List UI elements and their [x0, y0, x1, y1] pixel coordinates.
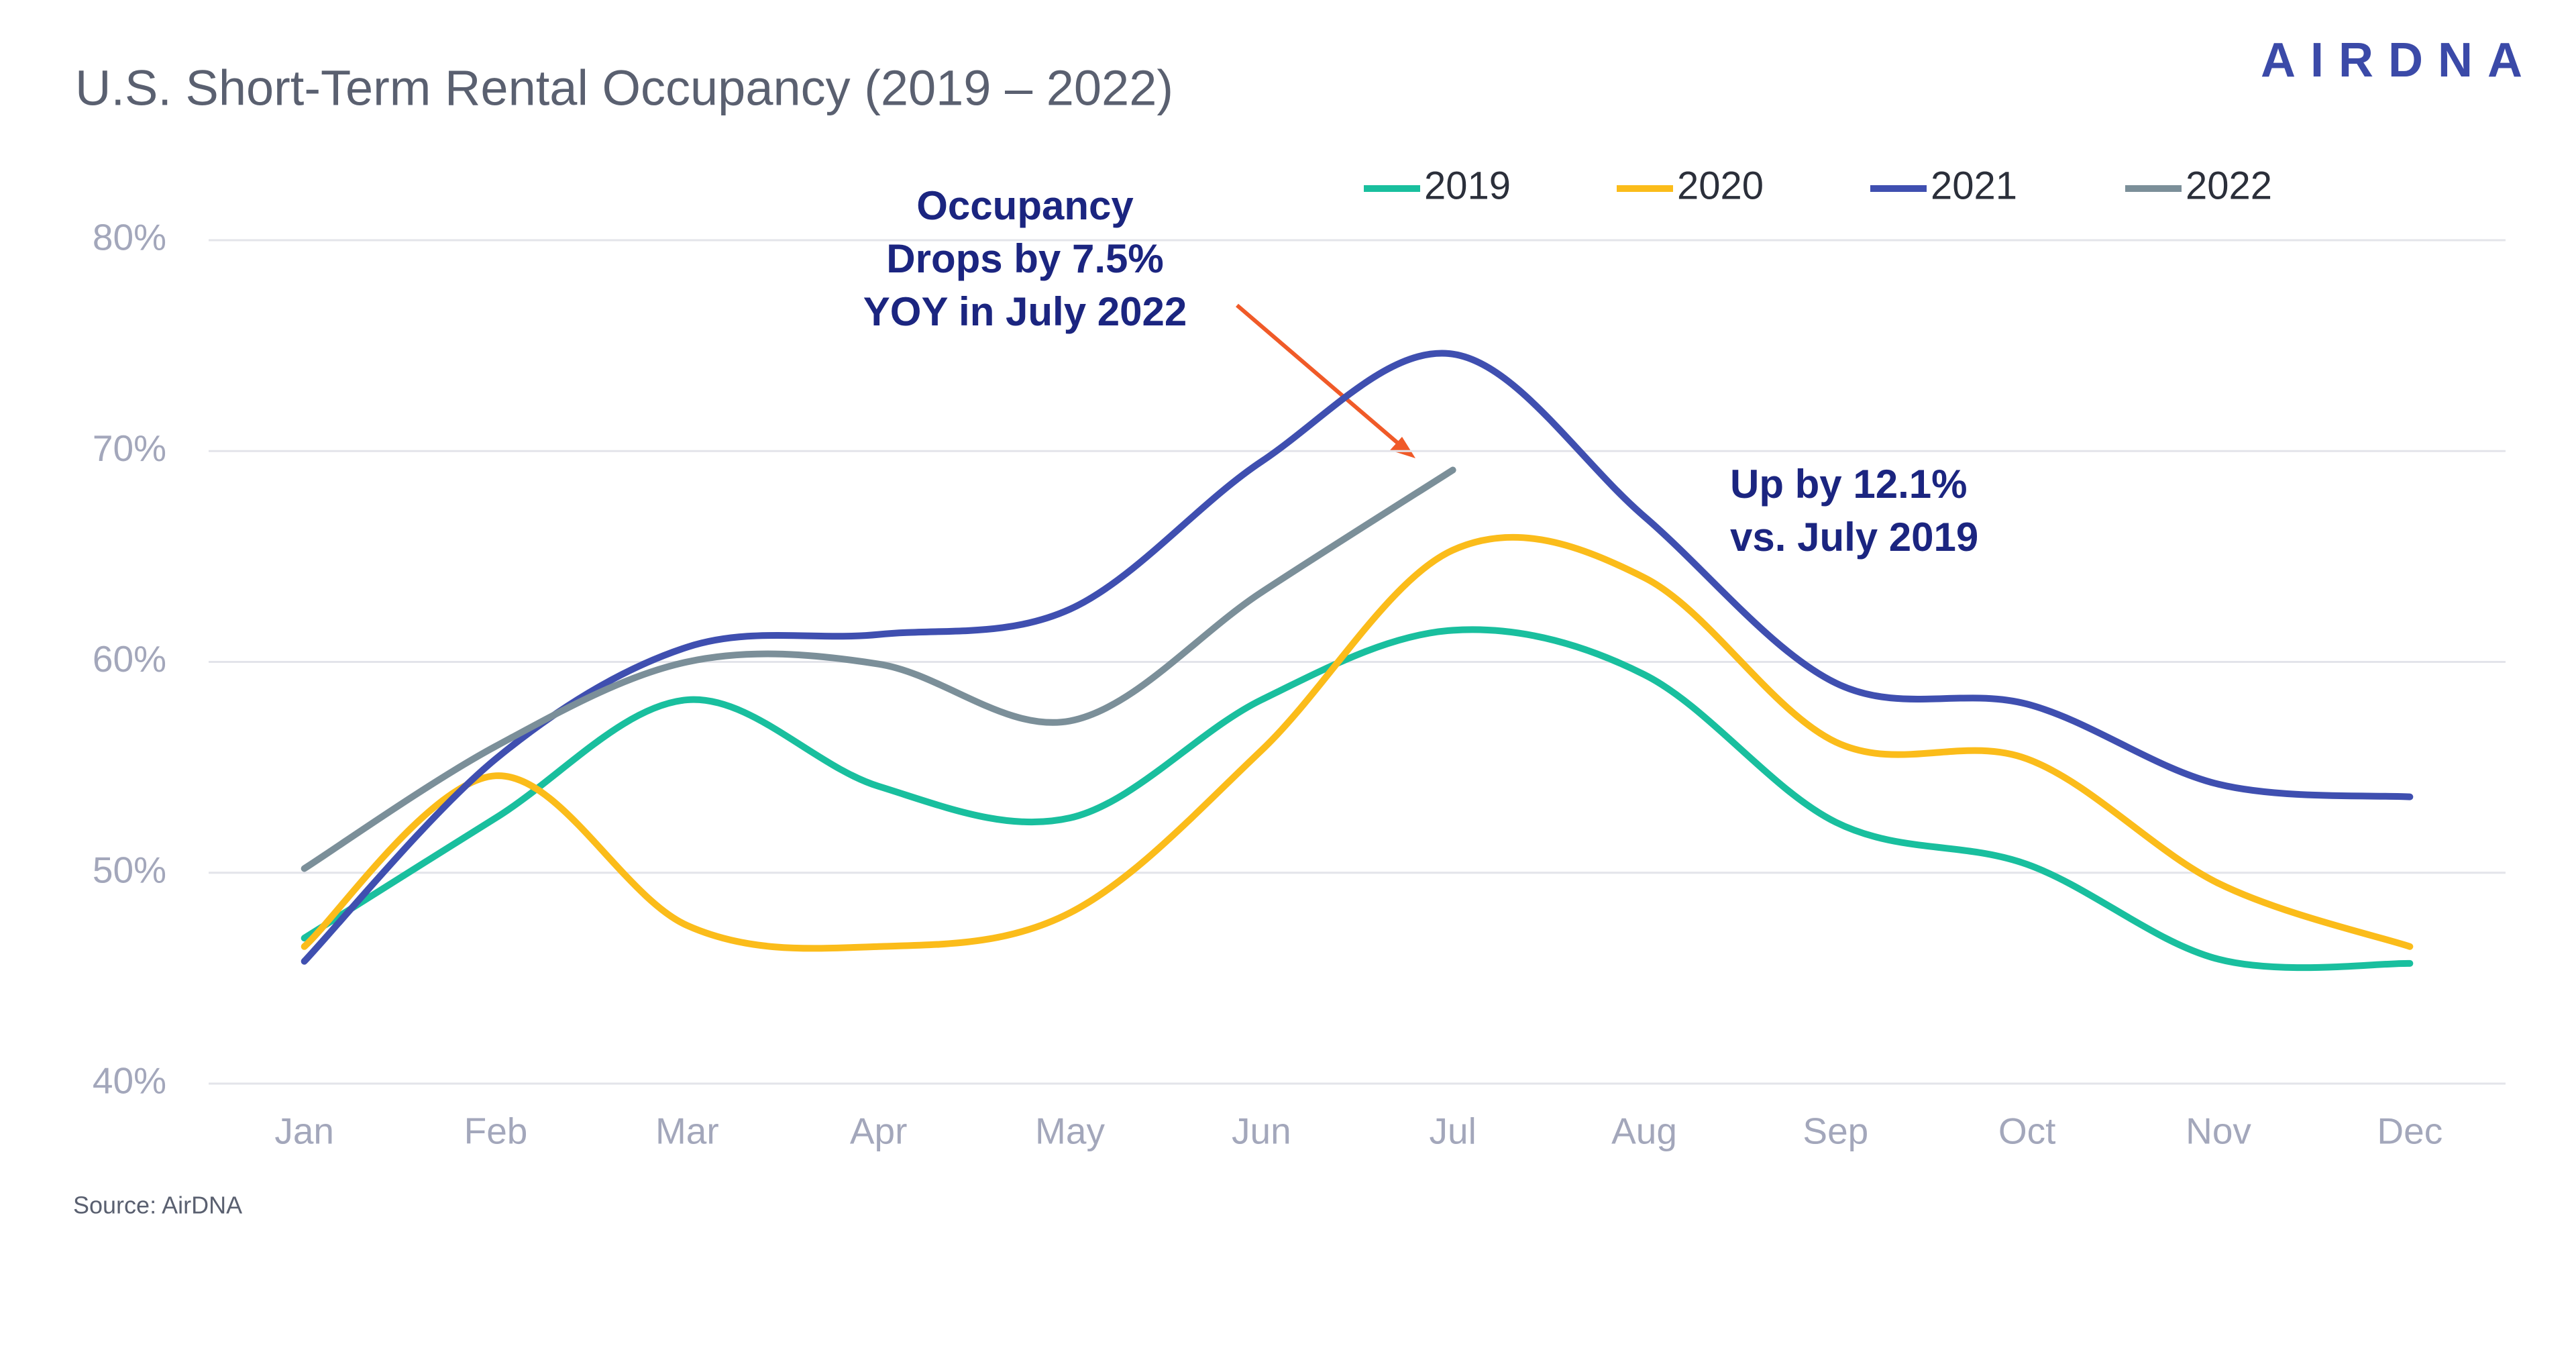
series-line	[301, 533, 2414, 952]
x-tick-label: Feb	[464, 1110, 528, 1152]
legend-label: 2020	[1677, 164, 1764, 207]
series-line	[301, 350, 2414, 965]
x-tick-label: Jul	[1430, 1110, 1477, 1152]
annotation: Drops by 7.5%	[886, 236, 1163, 281]
y-tick-label: 40%	[93, 1060, 166, 1102]
legend-label: 2021	[1931, 164, 2017, 207]
legend-label: 2019	[1424, 164, 1511, 207]
annotation: YOY in July 2022	[863, 289, 1187, 334]
brand-logo: AIRDNA	[2261, 34, 2537, 87]
annotation: vs. July 2019	[1730, 515, 1978, 560]
annotation-arrowhead	[1390, 437, 1415, 458]
chart-title: U.S. Short-Term Rental Occupancy (2019 –…	[75, 60, 1173, 116]
x-tick-label: Jan	[274, 1110, 334, 1152]
x-tick-label: May	[1035, 1110, 1105, 1152]
source-note: Source: AirDNA	[73, 1192, 242, 1219]
x-tick-label: Dec	[2377, 1110, 2443, 1152]
y-tick-label: 70%	[93, 427, 166, 469]
x-tick-label: Oct	[1998, 1110, 2056, 1152]
annotation: Occupancy	[916, 183, 1134, 228]
series-line	[301, 626, 2414, 972]
x-tick-label: Aug	[1611, 1110, 1677, 1152]
y-tick-label: 80%	[93, 217, 166, 258]
x-tick-label: Jun	[1232, 1110, 1291, 1152]
x-tick-label: Nov	[2186, 1110, 2251, 1152]
legend-label: 2022	[2186, 164, 2272, 207]
y-tick-label: 50%	[93, 849, 166, 890]
annotation-arrow	[1236, 303, 1407, 452]
y-tick-label: 60%	[93, 638, 166, 680]
x-tick-label: Sep	[1803, 1110, 1868, 1152]
x-tick-label: Mar	[655, 1110, 719, 1152]
x-tick-label: Apr	[850, 1110, 908, 1152]
annotation: Up by 12.1%	[1730, 462, 1967, 507]
series-line	[301, 466, 1456, 872]
